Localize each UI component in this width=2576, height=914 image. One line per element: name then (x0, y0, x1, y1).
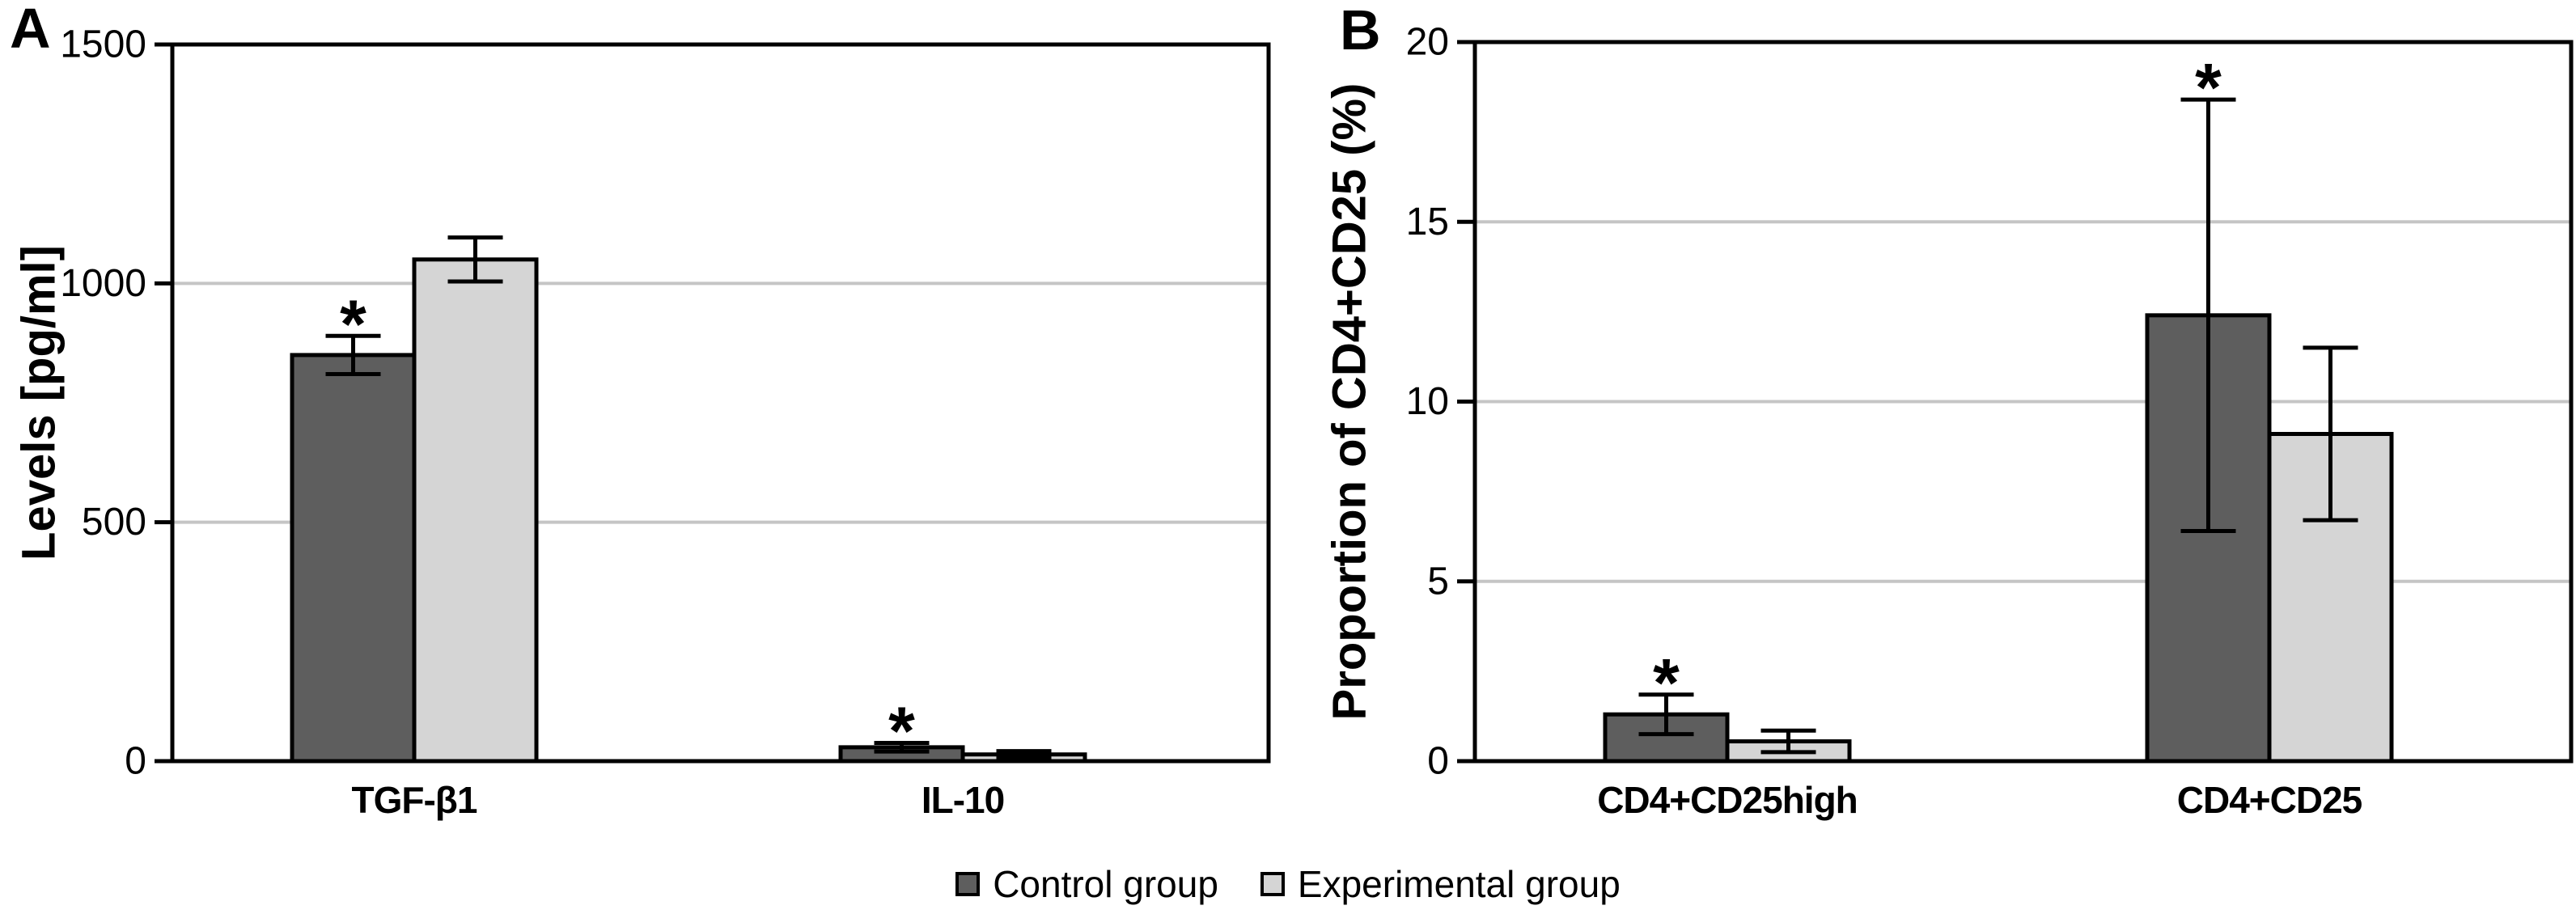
y-tick-label-a-500: 500 (82, 501, 146, 544)
y-axis-label-b: Proportion of CD4+CD25 (%) (1324, 83, 1376, 721)
significance-asterisk-a-cat0: * (340, 286, 366, 362)
x-category-label-b-1: CD4+CD25 (2177, 779, 2362, 821)
significance-asterisk-a-cat1: * (888, 693, 915, 769)
bar-a-cat0-s0 (290, 353, 417, 764)
plot-box-a (170, 42, 1271, 764)
experimental-group-swatch-icon (1260, 872, 1285, 896)
legend-item-experimental: Experimental group (1260, 865, 1621, 903)
y-tick-label-b-10: 10 (1406, 380, 1449, 423)
y-tick-label-b-0: 0 (1427, 740, 1449, 783)
legend-item-control: Control group (955, 865, 1218, 903)
x-category-label-a-1: IL-10 (922, 779, 1004, 821)
y-axis-label-a: Levels [pg/ml] (13, 245, 66, 561)
y-tick-label-b-20: 20 (1406, 21, 1449, 64)
legend: Control group Experimental group (0, 865, 2576, 903)
significance-asterisk-b-cat1: * (2195, 49, 2222, 125)
panel-b-letter: B (1340, 0, 1381, 61)
panel-a-letter: A (10, 0, 51, 60)
x-category-label-b-0: CD4+CD25high (1597, 779, 1858, 821)
y-tick-label-b-5: 5 (1427, 560, 1449, 603)
control-group-swatch-icon (955, 872, 981, 896)
bar-a-cat0-s1 (412, 257, 539, 764)
legend-label-experimental: Experimental group (1297, 863, 1621, 905)
legend-label-control: Control group (993, 863, 1218, 905)
significance-asterisk-b-cat0: * (1653, 645, 1680, 721)
y-tick-label-a-0: 0 (125, 740, 146, 783)
y-tick-label-b-15: 15 (1406, 201, 1449, 243)
y-tick-label-a-1500: 1500 (60, 23, 146, 66)
x-category-label-a-0: TGF-β1 (352, 779, 477, 821)
y-tick-label-a-1000: 1000 (60, 262, 146, 305)
